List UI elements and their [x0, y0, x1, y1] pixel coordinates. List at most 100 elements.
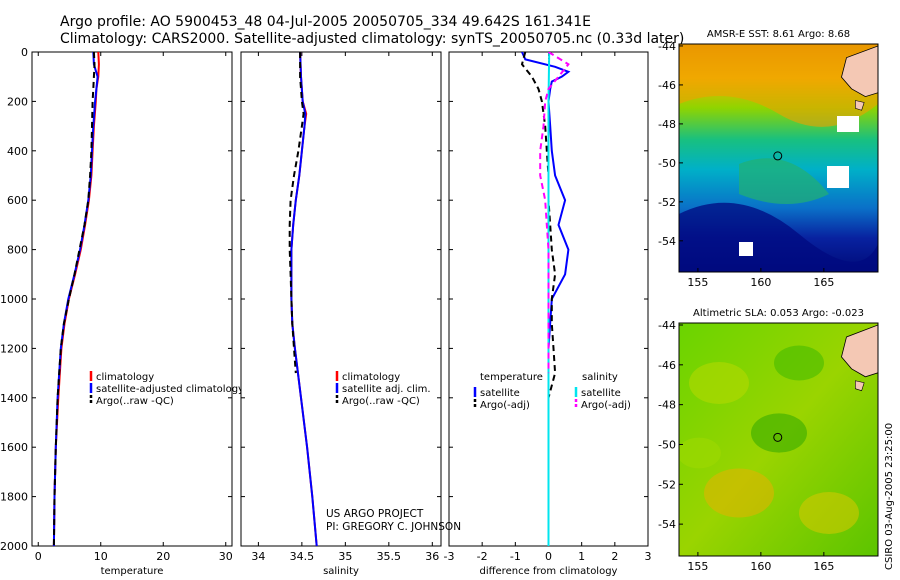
lat-tick-label: -54	[658, 518, 676, 531]
y-tick-label: 1000	[0, 293, 28, 306]
series-group	[288, 52, 318, 546]
sla-anomaly	[689, 362, 749, 404]
legend-label: satellite adj. clim.	[342, 384, 431, 395]
legend-label: Argo(-adj)	[480, 400, 530, 411]
series-line-satellite-adj-clim-	[290, 52, 318, 546]
plot-frame-salinity	[240, 51, 442, 547]
x-tick-label: 3	[645, 550, 652, 563]
legend-label: satellite	[480, 388, 520, 399]
map-field	[679, 44, 878, 272]
x-axis-label: salinity	[323, 566, 359, 577]
lon-tick-label: 155	[687, 276, 708, 289]
y-tick-label: 2000	[0, 540, 28, 553]
x-axis-label: temperature	[101, 566, 164, 577]
float-marker	[773, 432, 783, 442]
pi-name: PI: GREGORY C. JOHNSON	[326, 521, 462, 533]
cold-region	[679, 202, 878, 272]
plot-frame-temperature	[31, 51, 233, 547]
series-group	[520, 52, 571, 546]
x-axis-label: difference from climatology	[480, 566, 618, 577]
x-tick-label: 34	[251, 550, 265, 563]
series-line-argo-raw-qc-	[288, 52, 305, 374]
series-line-salinity-argo-adj-	[539, 52, 570, 374]
land-mass	[841, 324, 878, 378]
lon-tick-label: 165	[813, 276, 834, 289]
land-mass	[841, 45, 878, 98]
map-sst: AMSR-E SST: 8.61 Argo: 8.68 155 160 165 -44 -…	[658, 29, 879, 289]
x-tick-label: 10	[94, 550, 108, 563]
lat-tick-label: -48	[658, 399, 676, 412]
legend-label: climatology	[342, 372, 400, 383]
float-marker	[773, 151, 783, 161]
sla-anomaly	[799, 492, 859, 534]
map-sla: Altimetric SLA: 0.053 Argo: -0.023 155 160…	[658, 308, 879, 573]
map-frame	[678, 322, 879, 557]
project-name: US ARGO PROJECT	[326, 508, 424, 520]
no-data-patch	[739, 242, 753, 256]
x-tick-label: 0	[545, 550, 552, 563]
panel-temperature: 0 10 20 30 0 200 400 600 800 1000 1200 1400 1600 1800…	[0, 46, 244, 577]
island	[855, 380, 865, 392]
figure-title-line1: Argo profile: AO 5900453_48 04-Jul-2005 …	[60, 14, 591, 30]
series-group	[52, 52, 100, 546]
x-tick-label: -3	[444, 550, 455, 563]
legend-label: Argo(-adj)	[581, 400, 631, 411]
y-tick-label: 800	[7, 244, 28, 257]
legend-label: Argo(..raw -QC)	[342, 396, 420, 407]
y-tick-label: 1400	[0, 392, 28, 405]
no-data-patch	[837, 116, 859, 132]
project-credit: US ARGO PROJECT PI: GREGORY C. JOHNSON	[326, 508, 461, 534]
x-tick-label: 2	[611, 550, 618, 563]
x-tick-label: 30	[219, 550, 233, 563]
panel-difference: -3 -2 -1 0 1 2 3 difference from climatology tem…	[444, 51, 652, 577]
map-title: AMSR-E SST: 8.61 Argo: 8.68	[707, 29, 850, 40]
legend-label: satellite	[581, 388, 621, 399]
vertical-credit: CSIRO 03-Aug-2005 23:25:00	[884, 422, 895, 570]
series-line-salinity-satellite	[547, 52, 551, 546]
legend-label: Argo(..raw -QC)	[96, 396, 174, 407]
legend-label: satellite-adjusted climatology	[96, 384, 244, 395]
y-tick-label: 1600	[0, 441, 28, 454]
legend-title-temperature: temperature	[480, 372, 543, 383]
sla-anomaly	[704, 468, 774, 518]
legend-difference: temperaturesatelliteArgo(-adj)salinitysa…	[473, 372, 631, 411]
y-tick-label: 0	[21, 46, 28, 59]
lat-tick-label: -52	[658, 196, 676, 209]
mid-region	[739, 158, 829, 204]
warm-region	[679, 44, 878, 127]
map-frame	[678, 43, 879, 273]
legend-label: climatology	[96, 372, 154, 383]
sla-anomaly	[679, 437, 721, 469]
lat-tick-label: -46	[658, 79, 676, 92]
lon-tick-label: 165	[813, 560, 834, 573]
x-tick-label: 36	[425, 550, 439, 563]
x-tick-label: -2	[477, 550, 488, 563]
x-tick-label: 0	[35, 550, 42, 563]
y-tick-label: 200	[7, 95, 28, 108]
lon-tick-label: 155	[687, 560, 708, 573]
y-tick-label: 1200	[0, 342, 28, 355]
map-title: Altimetric SLA: 0.053 Argo: -0.023	[693, 308, 864, 319]
y-tick-label: 600	[7, 194, 28, 207]
x-tick-label: 35.5	[377, 550, 402, 563]
x-tick-label: 35	[338, 550, 352, 563]
sla-anomaly	[751, 413, 807, 453]
lat-tick-label: -44	[658, 319, 676, 332]
y-tick-label: 1800	[0, 491, 28, 504]
series-line-argo-raw-qc-	[52, 52, 96, 546]
lat-tick-label: -50	[658, 438, 676, 451]
island	[855, 100, 865, 111]
lat-tick-label: -46	[658, 359, 676, 372]
sla-anomaly	[774, 345, 824, 381]
lat-tick-label: -52	[658, 478, 676, 491]
lat-tick-label: -48	[658, 118, 676, 131]
x-tick-label: -1	[510, 550, 521, 563]
panel-salinity: 34 34.5 35 35.5 36 salinity climatologysatelli…	[240, 51, 442, 577]
lat-tick-label: -50	[658, 157, 676, 170]
lat-tick-label: -44	[658, 40, 676, 53]
y-tick-label: 400	[7, 145, 28, 158]
map-field	[679, 323, 878, 556]
